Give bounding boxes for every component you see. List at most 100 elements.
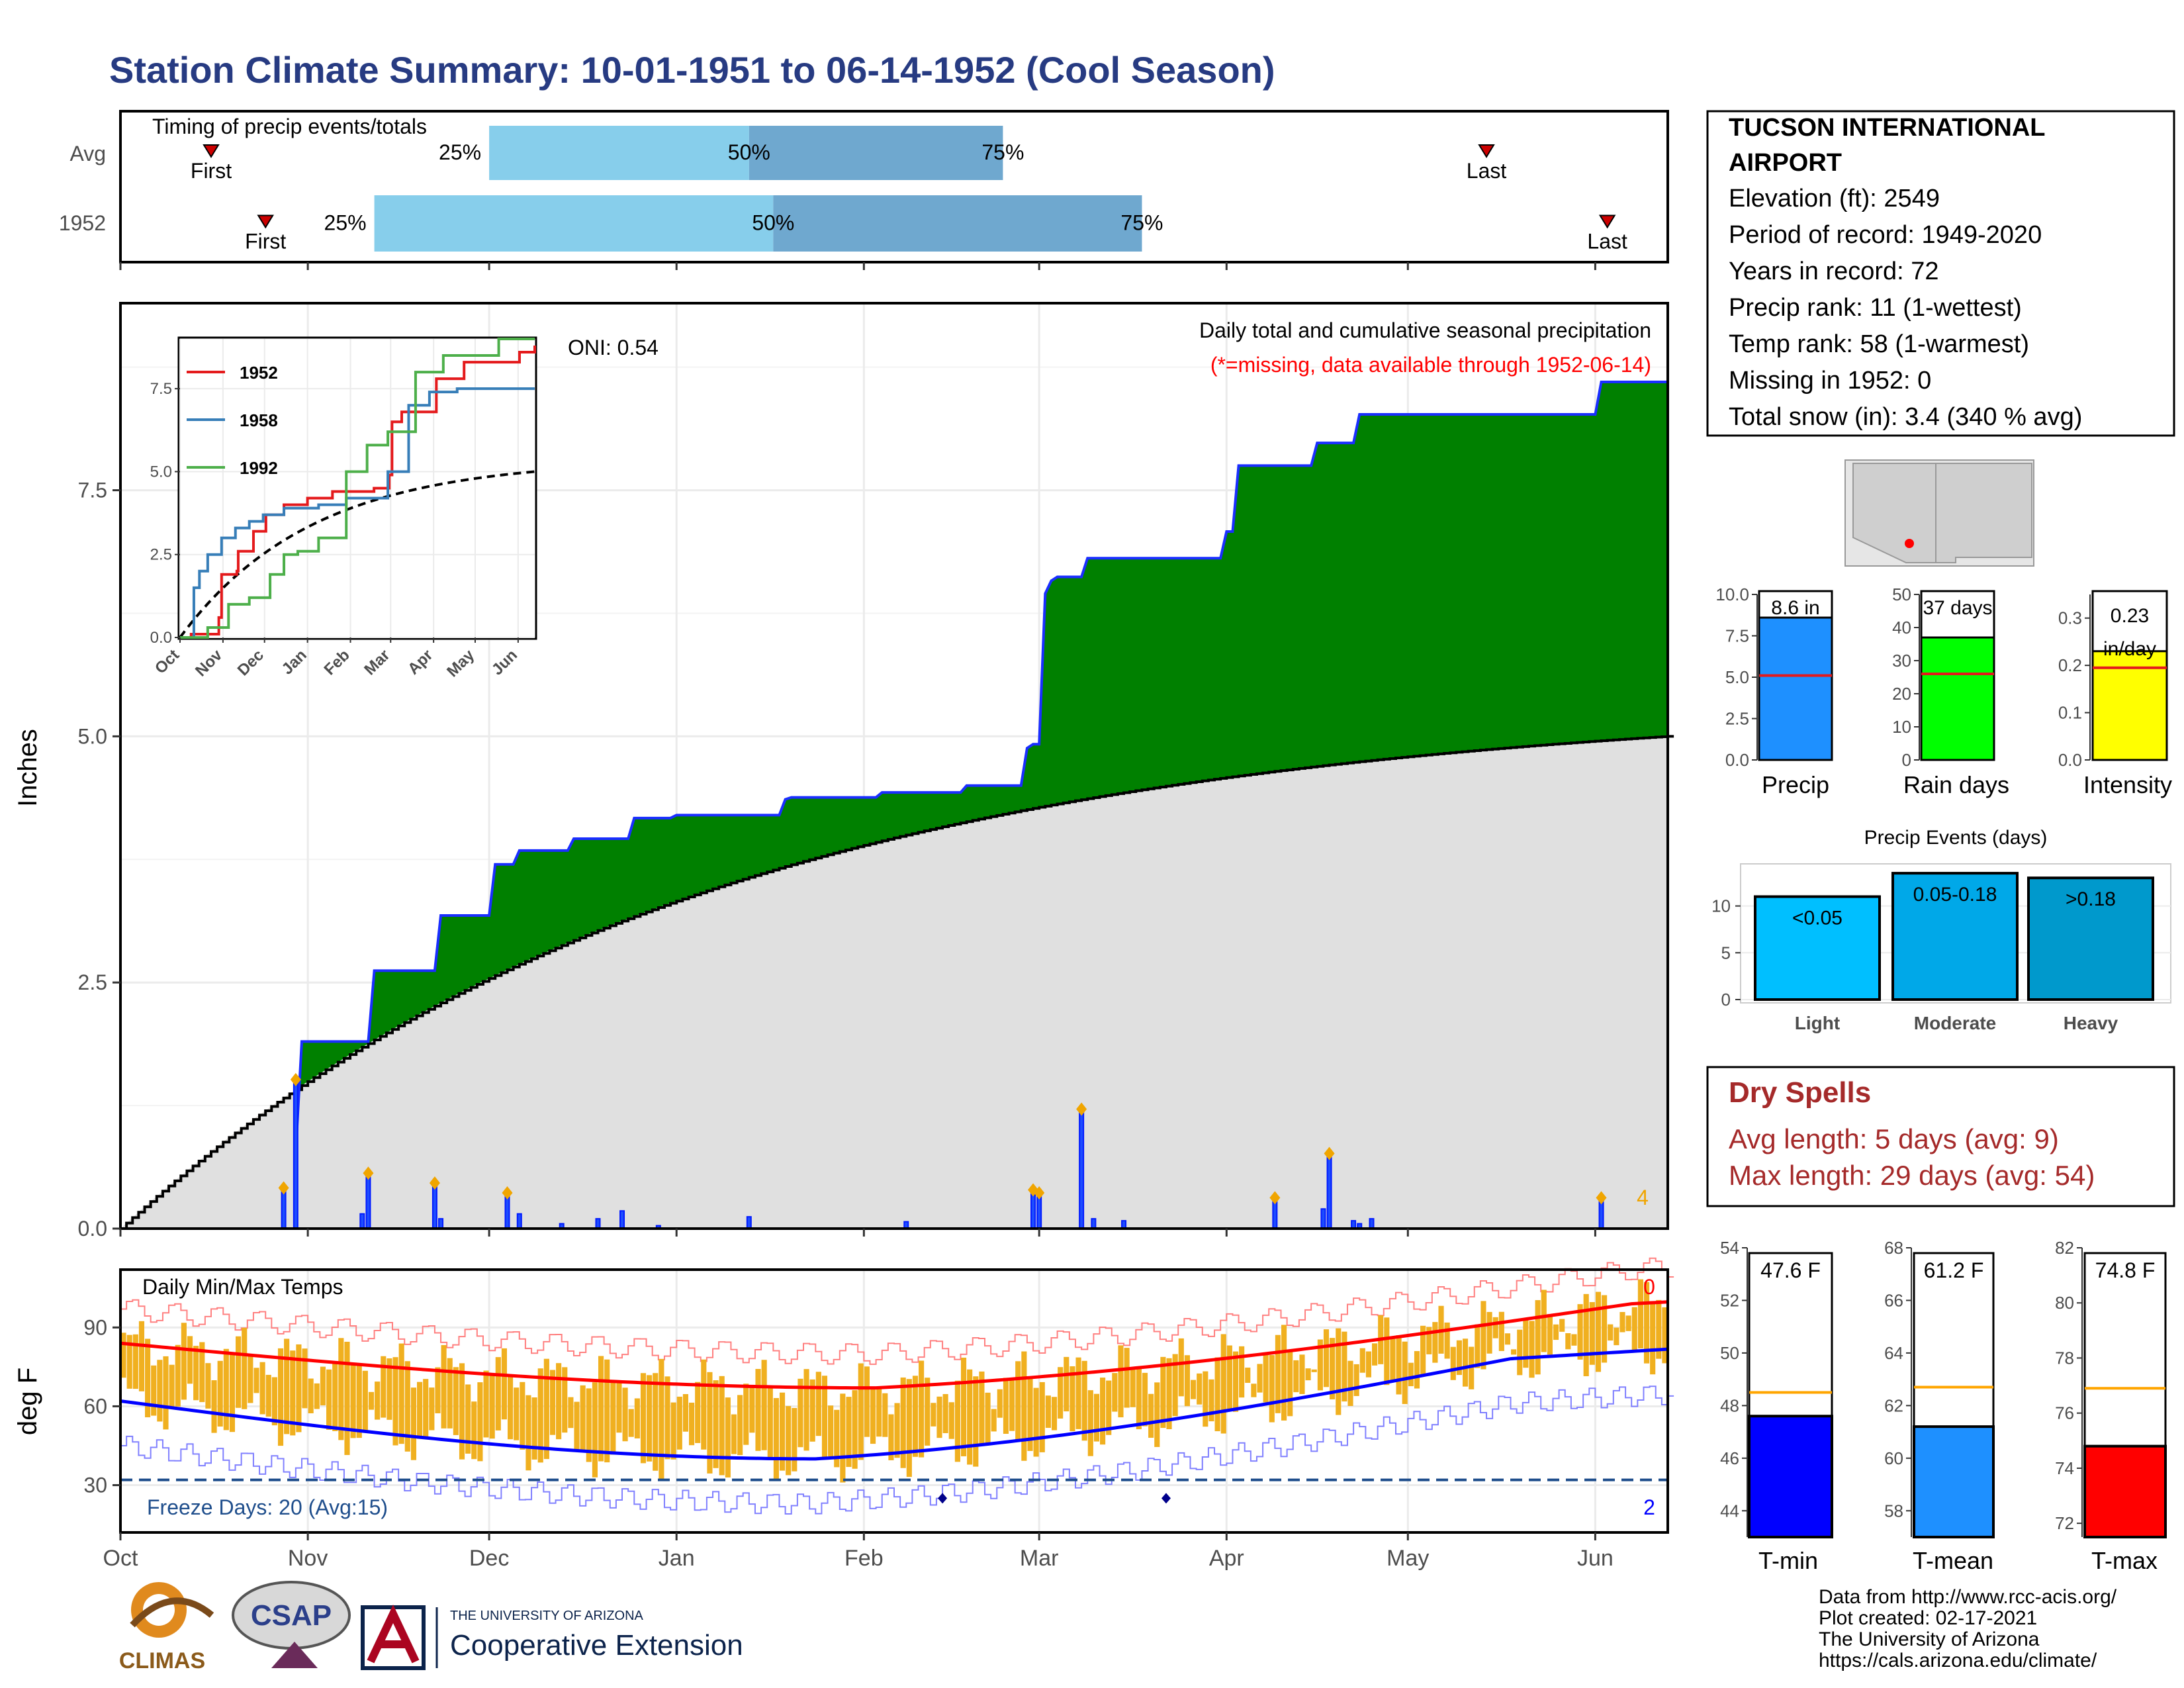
station-precip-rank: Precip rank: 11 (1-wettest) [1729,294,2022,322]
daily-temp-bar [1625,1315,1631,1331]
daily-temp-bar [435,1367,441,1414]
timing-p50-label: 50% [752,211,794,235]
daily-temp-bar [1033,1387,1039,1457]
daily-temp-bar [423,1379,429,1439]
daily-temp-bar [277,1348,284,1446]
daily-temp-bar [1662,1307,1668,1364]
station-snow: Total snow (in): 3.4 (340 % avg) [1729,403,2082,431]
daily-temp-bar [290,1350,296,1436]
daily-temp-bar [1589,1302,1595,1365]
daily-temp-bar [1058,1367,1064,1419]
daily-temp-bar [362,1370,368,1432]
daily-temp-bar [1365,1351,1371,1378]
rain_days-tick-label: 10 [1892,717,1911,737]
temp-avg-max-line [120,1300,1668,1390]
events-bar-label: 0.05-0.18 [1913,884,1997,906]
daily-temp-bar [302,1348,308,1409]
daily-temp-bar [1232,1351,1239,1412]
daily-temp-bar [809,1379,815,1442]
daily-temp-bar [852,1390,858,1469]
daily-temp-bar [375,1382,381,1420]
daily-precip-bar [432,1184,437,1229]
daily-temp-bar [1390,1337,1396,1382]
climas-logo: CLIMAS [119,1582,214,1673]
daily-temp-bar [132,1334,138,1389]
timing-row-label-1952: 1952 [59,211,106,235]
daily-temp-bar [1498,1311,1504,1351]
station-name-line2: AIRPORT [1729,149,1842,177]
precip-tick-label: 10.0 [1715,585,1749,604]
climas-logo-swoosh [130,1597,214,1628]
inset-legend: 1952 1958 1992 [187,363,278,478]
tmax-tick-label: 82 [2055,1238,2074,1258]
daily-temp-bar [815,1372,821,1436]
tmean-value-label: 61.2 F [1924,1258,1984,1282]
precip-panel-frame [119,302,1669,1230]
timing-caption: Timing of precip events/totals [152,115,427,138]
daily-temp-bar [508,1374,514,1440]
temp-y-axis: 30 60 90 [83,1315,120,1497]
daily-temp-bar [1559,1319,1565,1332]
tmax-tick-label: 78 [2055,1348,2074,1368]
daily-precip-marker [290,1072,301,1086]
tmin-tick-label: 48 [1720,1395,1739,1415]
precip-y-tick-label: 2.5 [78,970,107,994]
daily-temp-bar [1571,1334,1577,1346]
daily-temp-bar [1323,1329,1330,1387]
daily-temp-bar [574,1401,580,1452]
daily-temp-bar [1402,1341,1408,1405]
daily-temp-bar [1142,1372,1148,1427]
oni-label: ONI: 0.54 [568,336,659,359]
tmin-value-bar [1748,1415,1833,1539]
daily-temp-bar [537,1368,543,1463]
daily-temp-bar [948,1402,954,1439]
station-temp-rank: Temp rank: 58 (1-warmest) [1729,330,2029,358]
tmin-tick-label: 46 [1720,1448,1739,1468]
daily-temp-bar [592,1382,598,1477]
tmin-tick-label: 54 [1720,1238,1739,1258]
daily-temp-bar [404,1361,410,1452]
daily-temp-bar [1342,1331,1347,1402]
daily-temp-bar [1081,1360,1087,1441]
daily-temp-bar [797,1378,803,1448]
daily-temp-bar [326,1369,332,1430]
daily-temp-bar [410,1387,417,1460]
daily-precip-bar [619,1210,625,1229]
daily-temp-bar [737,1395,743,1456]
daily-temp-bar [786,1406,792,1476]
tmax-tick-label: 72 [2055,1513,2074,1533]
daily-temp-bar [1384,1317,1390,1385]
events-y-tick-label: 10 [1711,896,1731,916]
daily-temp-bar [1245,1367,1251,1383]
inset-line-1952 [180,346,536,639]
rain_days-value-bar [1920,636,1995,761]
daily-precip-bar [1326,1154,1332,1229]
daily-temp-bar [610,1382,616,1455]
daily-temp-bar [731,1414,737,1454]
daily-temp-bar [145,1338,151,1418]
daily-temp-bar [1577,1304,1583,1360]
tmean-label: T-mean [1913,1547,1993,1574]
intensity-tick-label: 0.3 [2058,608,2082,628]
daily-temp-bar [1450,1346,1456,1380]
daily-temp-bar [670,1402,676,1460]
daily-temp-bar [1420,1325,1426,1375]
daily-temp-bar [1396,1335,1402,1395]
month-tick-label: May [1387,1546,1429,1571]
precip-normal-line [120,735,1674,1230]
daily-temp-bar [743,1383,749,1445]
daily-temp-bar [1154,1382,1160,1447]
daily-temp-bar [1064,1356,1069,1412]
daily-temp-bar [1106,1380,1112,1435]
daily-precip-marker [1596,1191,1607,1205]
precip-normal-area [120,736,1668,1229]
dry-spells-title: Dry Spells [1729,1076,1871,1109]
record-low-marker [1161,1493,1171,1504]
daily-temp-bar [1504,1333,1511,1345]
daily-temp-bar [1619,1312,1625,1333]
daily-temp-bar [695,1382,701,1443]
month-tick-label: Dec [469,1546,509,1571]
daily-precip-bar [438,1218,444,1230]
daily-temp-bar [1643,1282,1650,1364]
tmean-value-bar [1913,1425,1995,1539]
